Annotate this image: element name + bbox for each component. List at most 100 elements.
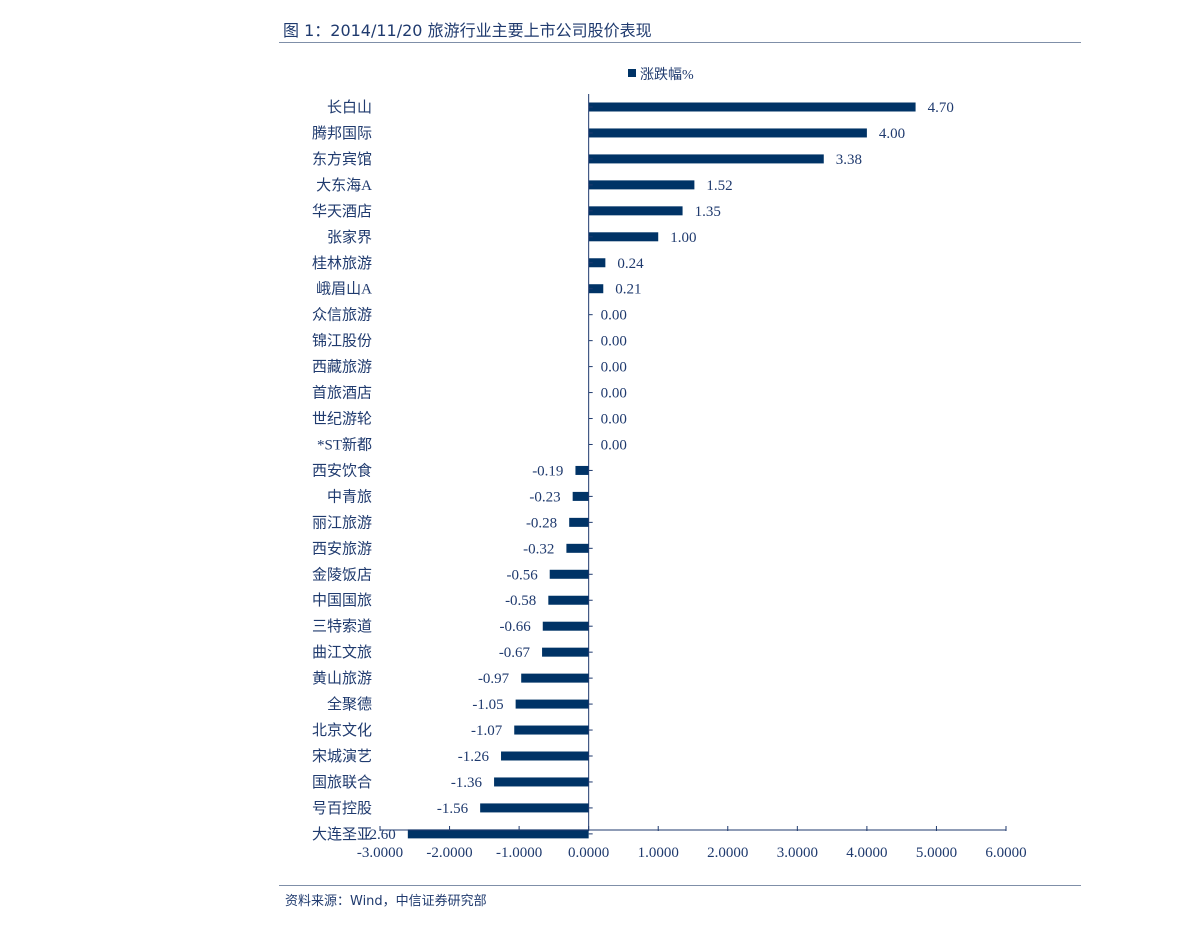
category-label: 桂林旅游 [312,255,372,272]
x-tick-label: -1.0000 [496,845,542,861]
category-label: 峨眉山A [316,281,372,298]
value-label: 0.00 [601,412,627,428]
value-label: -1.05 [472,697,503,713]
value-label: -0.67 [499,645,531,661]
value-label: 1.52 [706,178,732,194]
value-labels: 4.70 4.00 3.38 1.52 1.35 1.00 0.24 0.21 0.00 0.00… [365,100,954,843]
bar [575,465,589,475]
category-label: 西藏旅游 [312,359,372,376]
value-label: -2.60 [365,827,396,843]
x-tick-label: -2.0000 [426,845,472,861]
category-label: *ST新都 [317,436,372,453]
bar [521,673,589,683]
category-label: 中国国旅 [312,592,372,609]
bar [588,154,824,164]
x-tick-label: 5.0000 [916,845,957,861]
category-label: 号百控股 [312,800,372,817]
value-label: 0.00 [601,437,627,453]
value-label: 1.35 [695,204,721,220]
bar [501,751,589,761]
category-label: 世纪游轮 [312,411,372,428]
category-label: 全聚德 [327,695,372,713]
value-label: -0.97 [478,671,510,687]
footer-divider [279,885,1081,886]
category-label: 大连圣亚 [312,826,372,843]
category-label: 腾邦国际 [312,125,372,142]
bar [480,803,589,813]
value-label: -0.66 [500,619,532,635]
x-tick-label: 4.0000 [846,845,887,861]
category-label: 国旅联合 [312,774,372,791]
value-label: 0.00 [601,334,627,350]
value-label: 3.38 [836,152,862,168]
title-divider [279,42,1081,43]
category-label: 众信旅游 [312,307,372,324]
bar [569,517,589,527]
bars-group [407,102,916,839]
bar [542,647,589,657]
value-label: -0.58 [505,593,536,609]
value-label: 4.70 [928,100,954,116]
value-label: 0.00 [601,308,627,324]
category-label: 张家界 [327,229,372,246]
x-tick-label: 6.0000 [985,845,1026,861]
category-label: 东方宾馆 [312,151,372,168]
bar [542,621,589,631]
value-label: 0.00 [601,360,627,376]
axes-group [379,94,1007,835]
legend: 涨跌幅% [628,67,694,83]
x-tick-label: 2.0000 [707,845,748,861]
category-label: 三特索道 [312,618,372,635]
category-label: 宋城演艺 [312,748,372,765]
category-label: 大东海A [316,177,372,194]
source-note: 资料来源：Wind，中信证券研究部 [285,894,487,909]
bar [588,180,695,190]
value-label: -0.32 [523,541,554,557]
bar [514,725,589,735]
bar [515,699,589,709]
value-label: -1.56 [437,801,469,817]
x-tick-label: 3.0000 [777,845,818,861]
category-label: 华天酒店 [312,203,372,220]
x-tick-label: 1.0000 [638,845,679,861]
value-label: -0.23 [529,489,560,505]
category-label: 丽江旅游 [312,514,372,531]
value-label: -1.36 [451,775,483,791]
bar [588,206,683,216]
category-label: 西安旅游 [312,540,372,557]
x-tick-labels: -3.0000 -2.0000 -1.0000 0.0000 1.0000 2.0000 3… [357,845,1027,861]
category-label: 北京文化 [312,722,372,739]
bar [407,829,589,839]
category-label: 首旅酒店 [312,385,372,402]
legend-label: 涨跌幅% [640,67,694,83]
category-label: 黄山旅游 [312,670,372,687]
bar [588,284,604,294]
bar [548,595,589,605]
value-label: 0.21 [615,282,641,298]
value-label: -0.19 [532,463,563,479]
page-title: 图 1：2014/11/20 旅游行业主要上市公司股价表现 [283,21,652,40]
bar [494,777,589,787]
value-label: 0.24 [617,256,644,272]
category-label: 西安饮食 [312,462,372,479]
value-label: -1.26 [458,749,490,765]
value-label: -0.56 [506,567,538,583]
bar [588,232,659,242]
category-label: 曲江文旅 [312,644,372,661]
category-label: 中青旅 [327,488,372,505]
value-label: -1.07 [471,723,503,739]
legend-swatch [628,69,636,77]
bar [588,128,867,138]
value-label: 4.00 [879,126,905,142]
bar [588,102,916,112]
x-tick-label: 0.0000 [568,845,609,861]
bar [572,491,589,501]
category-label: 锦江股份 [312,333,372,350]
bar [588,258,606,268]
value-label: 1.00 [670,230,696,246]
category-label: 长白山 [327,99,372,116]
x-tick-label: -3.0000 [357,845,403,861]
category-label: 金陵饭店 [312,566,372,583]
